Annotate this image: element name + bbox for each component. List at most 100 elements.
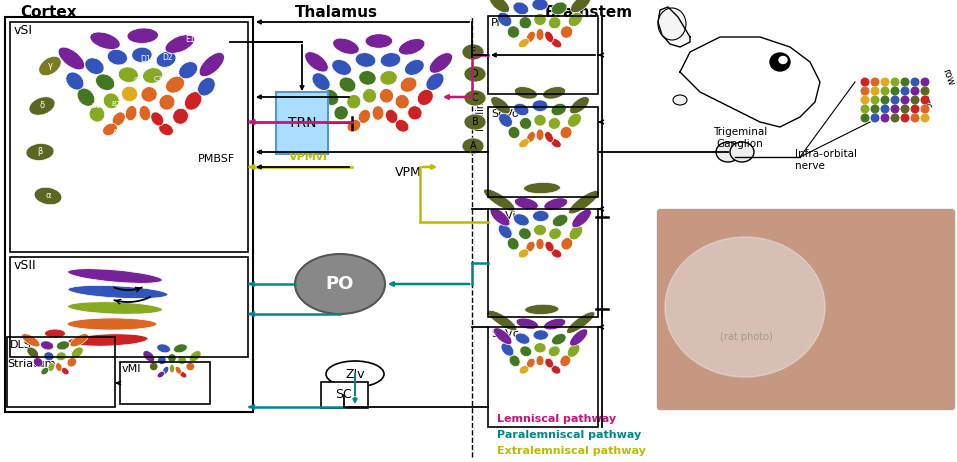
Ellipse shape — [398, 39, 425, 55]
Ellipse shape — [405, 60, 424, 75]
Ellipse shape — [770, 53, 790, 71]
Circle shape — [861, 105, 869, 113]
Text: SpVc: SpVc — [491, 329, 519, 339]
Text: C: C — [472, 93, 478, 103]
Ellipse shape — [561, 26, 572, 38]
Ellipse shape — [551, 103, 567, 116]
Ellipse shape — [173, 108, 189, 124]
Ellipse shape — [534, 13, 546, 25]
Ellipse shape — [44, 352, 54, 361]
Ellipse shape — [534, 343, 546, 353]
Ellipse shape — [464, 114, 486, 130]
Ellipse shape — [125, 105, 137, 121]
Ellipse shape — [532, 0, 548, 11]
Text: DLS: DLS — [10, 340, 32, 350]
Ellipse shape — [498, 12, 512, 26]
Ellipse shape — [169, 365, 175, 373]
Ellipse shape — [400, 77, 417, 92]
Ellipse shape — [143, 68, 163, 83]
Ellipse shape — [730, 142, 754, 162]
FancyBboxPatch shape — [276, 92, 328, 154]
Ellipse shape — [103, 93, 120, 109]
Ellipse shape — [159, 123, 173, 135]
Ellipse shape — [157, 371, 165, 378]
FancyBboxPatch shape — [657, 209, 955, 410]
Circle shape — [881, 87, 889, 95]
Ellipse shape — [67, 358, 77, 367]
Text: Brainstem: Brainstem — [545, 5, 634, 20]
Ellipse shape — [417, 89, 434, 105]
Text: Midline: Midline — [475, 94, 485, 129]
Ellipse shape — [568, 190, 599, 214]
Ellipse shape — [548, 17, 561, 29]
Circle shape — [891, 105, 899, 113]
Text: γ: γ — [48, 61, 53, 71]
Ellipse shape — [366, 34, 392, 48]
Ellipse shape — [430, 53, 453, 73]
Ellipse shape — [569, 225, 583, 240]
Ellipse shape — [501, 343, 514, 356]
Ellipse shape — [26, 143, 54, 161]
Text: E: E — [470, 47, 476, 57]
Ellipse shape — [516, 318, 539, 329]
Circle shape — [861, 114, 869, 122]
Circle shape — [901, 114, 909, 122]
Text: vSII: vSII — [14, 259, 36, 272]
Ellipse shape — [567, 312, 595, 334]
Ellipse shape — [380, 89, 393, 103]
Ellipse shape — [524, 304, 559, 315]
Ellipse shape — [179, 62, 197, 79]
Ellipse shape — [526, 241, 535, 252]
Ellipse shape — [107, 49, 127, 65]
Text: vMI: vMI — [122, 364, 142, 374]
Circle shape — [871, 105, 879, 113]
Ellipse shape — [560, 127, 572, 139]
Ellipse shape — [167, 354, 176, 362]
Ellipse shape — [48, 363, 55, 371]
Ellipse shape — [515, 87, 537, 99]
Ellipse shape — [551, 2, 567, 15]
Ellipse shape — [132, 47, 152, 62]
Text: row: row — [940, 67, 955, 87]
Text: Cortex: Cortex — [20, 5, 77, 20]
Text: E1: E1 — [186, 35, 195, 43]
Ellipse shape — [332, 60, 351, 75]
Ellipse shape — [550, 38, 562, 48]
Ellipse shape — [295, 254, 385, 314]
Text: D1: D1 — [141, 55, 151, 65]
Ellipse shape — [27, 347, 38, 358]
Circle shape — [871, 78, 879, 86]
Ellipse shape — [395, 95, 410, 109]
Ellipse shape — [545, 241, 554, 252]
Text: D2: D2 — [163, 54, 173, 62]
Ellipse shape — [489, 0, 509, 13]
Ellipse shape — [156, 51, 176, 67]
Ellipse shape — [532, 100, 547, 111]
Ellipse shape — [515, 333, 530, 344]
Ellipse shape — [359, 71, 376, 85]
Text: A2: A2 — [133, 129, 143, 135]
Ellipse shape — [68, 269, 163, 283]
Text: PrV: PrV — [491, 18, 510, 28]
Text: VPM: VPM — [394, 165, 421, 178]
Ellipse shape — [464, 66, 486, 82]
Ellipse shape — [22, 334, 40, 347]
Ellipse shape — [199, 53, 224, 77]
Circle shape — [911, 96, 919, 104]
Ellipse shape — [198, 78, 215, 96]
Ellipse shape — [483, 189, 515, 211]
Ellipse shape — [552, 214, 568, 227]
Ellipse shape — [56, 352, 66, 361]
Text: vSI: vSI — [14, 24, 33, 37]
Circle shape — [922, 96, 929, 104]
Ellipse shape — [536, 29, 544, 41]
Ellipse shape — [66, 72, 84, 90]
Circle shape — [881, 96, 889, 104]
Ellipse shape — [526, 358, 535, 368]
Text: Striatum: Striatum — [7, 359, 56, 369]
Ellipse shape — [551, 249, 562, 258]
Text: Extralemniscal pathway: Extralemniscal pathway — [497, 446, 646, 456]
Ellipse shape — [462, 138, 484, 154]
Ellipse shape — [159, 94, 175, 110]
Ellipse shape — [326, 361, 384, 387]
